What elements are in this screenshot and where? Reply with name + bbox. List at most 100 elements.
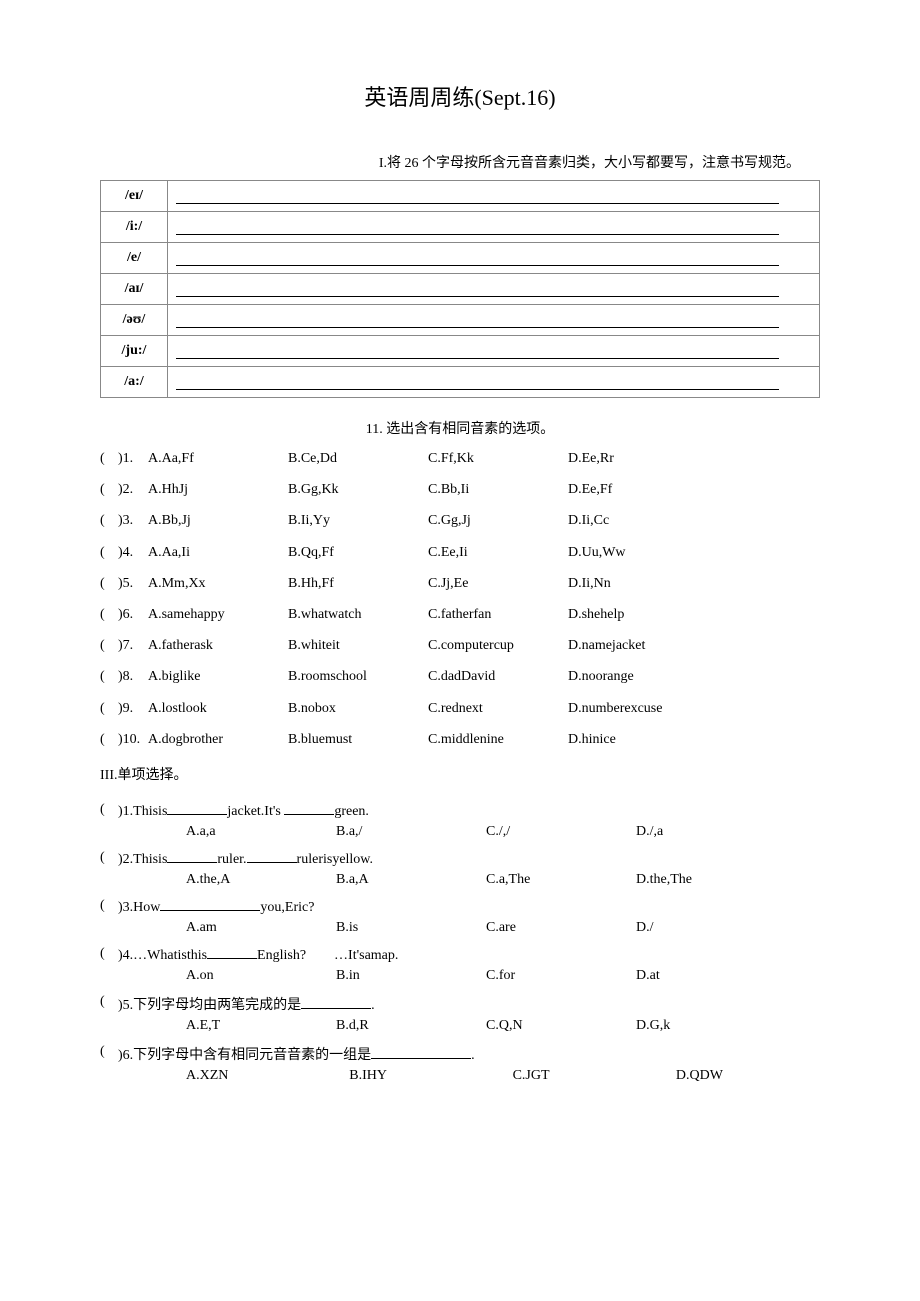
option-a[interactable]: A.Aa,Ff: [148, 446, 288, 471]
option-c[interactable]: C.are: [486, 920, 636, 936]
option-b[interactable]: B.whatwatch: [288, 602, 428, 627]
option-a[interactable]: A.XZN: [186, 1068, 349, 1084]
option-c[interactable]: C.JGT: [513, 1068, 676, 1084]
option-a[interactable]: A.dogbrother: [148, 727, 288, 752]
option-b[interactable]: B.Ii,Yy: [288, 508, 428, 533]
option-d[interactable]: D.at: [636, 968, 786, 984]
option-d[interactable]: D.Ii,Cc: [568, 508, 708, 533]
option-b[interactable]: B.is: [336, 920, 486, 936]
question-item: ( )5.下列字母均由两笔完成的是. A.E,T B.d,R C.Q,N D.G…: [100, 994, 820, 1034]
answer-cell[interactable]: [168, 305, 820, 336]
phonetic-symbol: /a:/: [101, 367, 168, 398]
option-b[interactable]: B.a,/: [336, 824, 486, 840]
option-c[interactable]: C.Ff,Kk: [428, 446, 568, 471]
close-paren: )3.: [118, 508, 148, 533]
answer-cell[interactable]: [168, 212, 820, 243]
option-b[interactable]: B.Hh,Ff: [288, 571, 428, 596]
option-d[interactable]: D.numberexcuse: [568, 696, 708, 721]
option-d[interactable]: D./: [636, 920, 786, 936]
question-row: ()7.A.fatheraskB.whiteitC.computercupD.n…: [100, 633, 820, 658]
table-row: /əʊ/: [101, 305, 820, 336]
open-paren: (: [100, 850, 118, 868]
option-d[interactable]: D.Ii,Nn: [568, 571, 708, 596]
blank[interactable]: [167, 850, 217, 863]
option-b[interactable]: B.whiteit: [288, 633, 428, 658]
phonetic-symbol: /əʊ/: [101, 305, 168, 336]
blank[interactable]: [247, 850, 297, 863]
option-b[interactable]: B.roomschool: [288, 664, 428, 689]
option-a[interactable]: A.the,A: [186, 872, 336, 888]
option-b[interactable]: B.Gg,Kk: [288, 477, 428, 502]
open-paren: (: [100, 994, 118, 1014]
option-d[interactable]: D.G,k: [636, 1018, 786, 1034]
question-stem: )3.Howyou,Eric?: [118, 898, 820, 916]
option-c[interactable]: C.dadDavid: [428, 664, 568, 689]
option-d[interactable]: D.Ee,Rr: [568, 446, 708, 471]
option-b[interactable]: B.d,R: [336, 1018, 486, 1034]
option-d[interactable]: D.shehelp: [568, 602, 708, 627]
option-a[interactable]: A.samehappy: [148, 602, 288, 627]
option-d[interactable]: D.the,The: [636, 872, 786, 888]
question-item: ( )1.Thisisjacket.It's green. A.a,a B.a,…: [100, 802, 820, 840]
option-d[interactable]: D.hinice: [568, 727, 708, 752]
option-a[interactable]: A.Bb,Jj: [148, 508, 288, 533]
option-c[interactable]: C.for: [486, 968, 636, 984]
option-a[interactable]: A.E,T: [186, 1018, 336, 1034]
option-c[interactable]: C.Gg,Jj: [428, 508, 568, 533]
blank[interactable]: [301, 996, 371, 1009]
option-d[interactable]: D.noorange: [568, 664, 708, 689]
question-row: ()10.A.dogbrotherB.bluemustC.middlenineD…: [100, 727, 820, 752]
blank[interactable]: [284, 802, 334, 815]
option-c[interactable]: C.middlenine: [428, 727, 568, 752]
option-b[interactable]: B.a,A: [336, 872, 486, 888]
option-d[interactable]: D.Uu,Ww: [568, 540, 708, 565]
close-paren: )1.: [118, 446, 148, 471]
open-paren: (: [100, 540, 118, 565]
blank[interactable]: [371, 1046, 471, 1059]
open-paren: (: [100, 1044, 118, 1064]
option-b[interactable]: B.nobox: [288, 696, 428, 721]
option-c[interactable]: C.Bb,Ii: [428, 477, 568, 502]
answer-cell[interactable]: [168, 274, 820, 305]
option-b[interactable]: B.Qq,Ff: [288, 540, 428, 565]
option-d[interactable]: D.Ee,Ff: [568, 477, 708, 502]
option-a[interactable]: A.fatherask: [148, 633, 288, 658]
question-stem: )2.Thisisruler.rulerisyellow.: [118, 850, 820, 868]
answer-cell[interactable]: [168, 336, 820, 367]
open-paren: (: [100, 727, 118, 752]
option-c[interactable]: C.computercup: [428, 633, 568, 658]
option-a[interactable]: A.am: [186, 920, 336, 936]
open-paren: (: [100, 508, 118, 533]
option-b[interactable]: B.in: [336, 968, 486, 984]
table-row: /a:/: [101, 367, 820, 398]
open-paren: (: [100, 664, 118, 689]
blank[interactable]: [207, 946, 257, 959]
option-a[interactable]: A.biglike: [148, 664, 288, 689]
answer-cell[interactable]: [168, 367, 820, 398]
option-b[interactable]: B.IHY: [349, 1068, 512, 1084]
option-a[interactable]: A.a,a: [186, 824, 336, 840]
option-a[interactable]: A.HhJj: [148, 477, 288, 502]
option-d[interactable]: D.QDW: [676, 1068, 820, 1084]
option-a[interactable]: A.Aa,Ii: [148, 540, 288, 565]
option-b[interactable]: B.bluemust: [288, 727, 428, 752]
option-c[interactable]: C.a,The: [486, 872, 636, 888]
answer-cell[interactable]: [168, 181, 820, 212]
option-a[interactable]: A.lostlook: [148, 696, 288, 721]
option-c[interactable]: C.Ee,Ii: [428, 540, 568, 565]
option-c[interactable]: C.Q,N: [486, 1018, 636, 1034]
option-c[interactable]: C.rednext: [428, 696, 568, 721]
option-d[interactable]: D./,a: [636, 824, 786, 840]
blank[interactable]: [167, 802, 227, 815]
section3-title: III.单项选择。: [100, 764, 820, 784]
option-d[interactable]: D.namejacket: [568, 633, 708, 658]
blank[interactable]: [160, 898, 260, 911]
option-c[interactable]: C./,/: [486, 824, 636, 840]
option-a[interactable]: A.on: [186, 968, 336, 984]
option-a[interactable]: A.Mm,Xx: [148, 571, 288, 596]
option-c[interactable]: C.Jj,Ee: [428, 571, 568, 596]
close-paren: )7.: [118, 633, 148, 658]
answer-cell[interactable]: [168, 243, 820, 274]
option-c[interactable]: C.fatherfan: [428, 602, 568, 627]
option-b[interactable]: B.Ce,Dd: [288, 446, 428, 471]
